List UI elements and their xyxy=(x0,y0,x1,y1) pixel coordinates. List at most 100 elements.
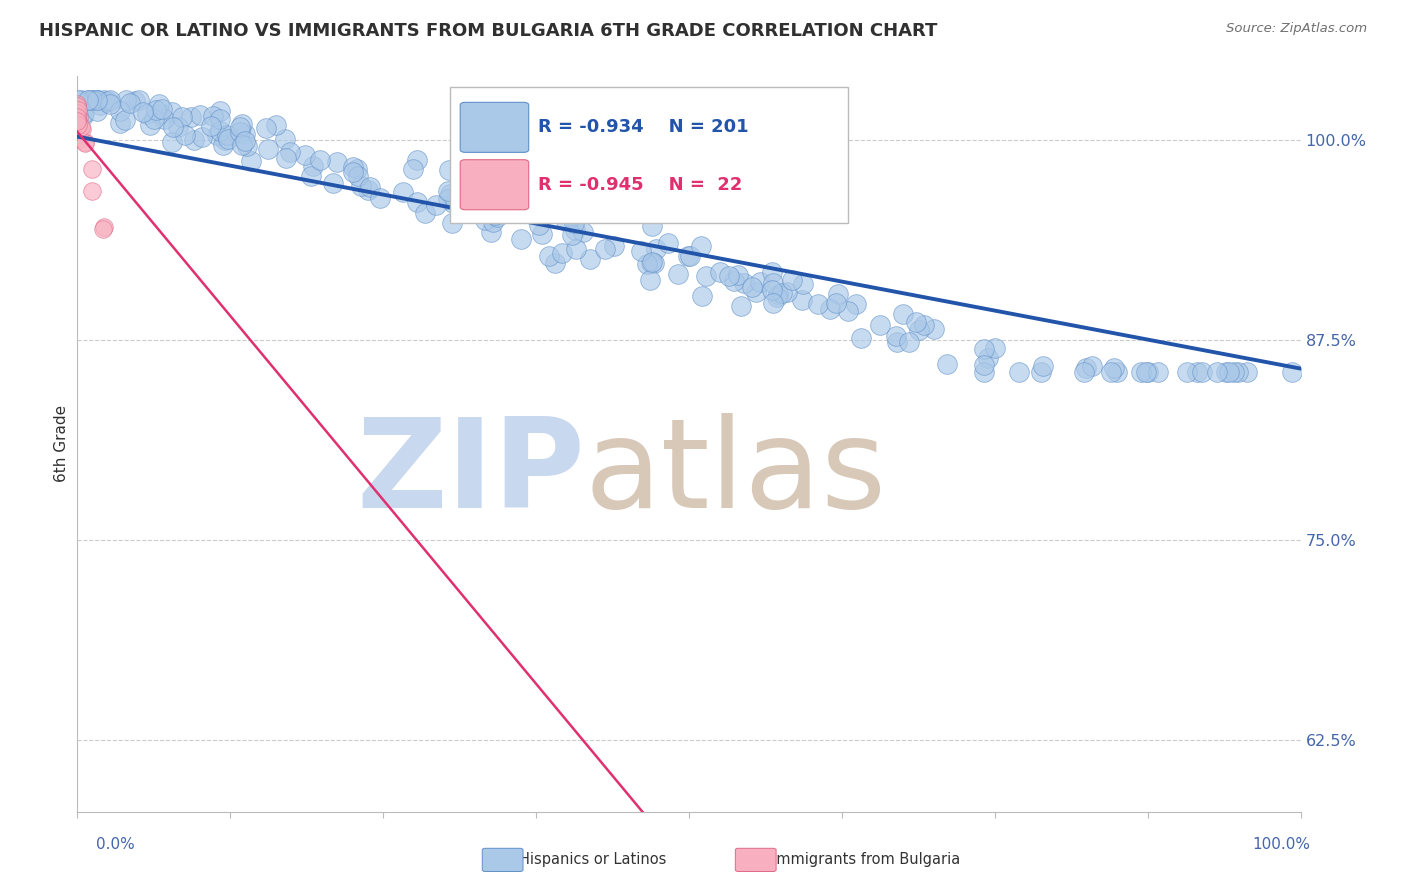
Point xyxy=(180,110,202,124)
Point xyxy=(368,190,391,204)
Point xyxy=(905,315,928,329)
Point xyxy=(70,121,93,136)
Point xyxy=(908,323,931,337)
Point xyxy=(229,120,252,135)
Point xyxy=(217,131,239,145)
Y-axis label: 6th Grade: 6th Grade xyxy=(53,405,69,483)
Point xyxy=(827,286,849,301)
Point xyxy=(80,162,103,177)
Point xyxy=(93,220,115,235)
Text: 0.0%: 0.0% xyxy=(96,838,135,852)
Point xyxy=(405,195,427,210)
Point xyxy=(77,93,100,107)
Point xyxy=(183,133,205,147)
Point xyxy=(973,342,995,356)
Point xyxy=(274,151,297,165)
Point xyxy=(66,120,89,134)
Point xyxy=(564,223,586,237)
Point xyxy=(256,142,278,156)
Point xyxy=(82,93,104,107)
Point xyxy=(153,112,176,126)
Text: HISPANIC OR LATINO VS IMMIGRANTS FROM BULGARIA 6TH GRADE CORRELATION CHART: HISPANIC OR LATINO VS IMMIGRANTS FROM BU… xyxy=(39,22,938,40)
Point xyxy=(66,103,89,118)
Point xyxy=(678,249,700,263)
Point xyxy=(761,283,783,297)
Point xyxy=(87,93,110,107)
Point xyxy=(695,269,717,284)
Point xyxy=(562,216,585,230)
Text: Source: ZipAtlas.com: Source: ZipAtlas.com xyxy=(1226,22,1367,36)
Point xyxy=(522,204,544,219)
Point xyxy=(884,329,907,343)
Point xyxy=(66,93,89,107)
Point xyxy=(1081,359,1104,373)
Point xyxy=(973,365,995,379)
Point xyxy=(148,96,170,111)
Point xyxy=(886,335,908,350)
Point xyxy=(761,265,783,279)
Point xyxy=(437,192,460,206)
Point xyxy=(792,277,814,292)
Point xyxy=(765,290,787,304)
Point xyxy=(167,120,190,135)
Point xyxy=(456,178,478,193)
FancyBboxPatch shape xyxy=(460,160,529,210)
Point xyxy=(67,120,90,134)
Point xyxy=(301,159,323,173)
Point xyxy=(205,128,228,142)
Point xyxy=(578,252,600,267)
Point xyxy=(82,93,104,107)
Point xyxy=(533,203,555,218)
Point xyxy=(208,112,231,127)
Point xyxy=(818,301,841,316)
Point xyxy=(555,213,578,227)
Text: 100.0%: 100.0% xyxy=(1253,838,1310,852)
Point xyxy=(645,243,668,257)
Point xyxy=(1205,365,1227,379)
Point xyxy=(501,200,523,214)
Point xyxy=(240,153,263,168)
Point xyxy=(572,225,595,239)
Point xyxy=(75,136,97,150)
Point xyxy=(1147,365,1170,379)
Point xyxy=(1236,365,1258,379)
FancyBboxPatch shape xyxy=(450,87,848,223)
Point xyxy=(66,96,89,111)
Point xyxy=(973,358,995,372)
Text: Hispanics or Latinos: Hispanics or Latinos xyxy=(519,853,666,867)
Point xyxy=(299,169,322,184)
Point xyxy=(188,108,211,122)
Point xyxy=(346,162,368,177)
Point xyxy=(638,833,661,847)
Point xyxy=(170,110,193,124)
Point xyxy=(162,120,184,134)
Point xyxy=(322,176,344,190)
Point xyxy=(845,296,868,310)
Point xyxy=(439,186,461,201)
Point xyxy=(437,163,460,178)
Point xyxy=(723,275,745,289)
Point xyxy=(86,104,108,119)
Point xyxy=(762,276,785,290)
Point xyxy=(479,225,502,239)
Point xyxy=(1175,365,1198,379)
Point xyxy=(231,117,253,131)
Point xyxy=(233,134,256,148)
Point xyxy=(1185,365,1208,379)
Point xyxy=(824,296,846,310)
Point xyxy=(93,93,115,107)
Point xyxy=(229,124,252,138)
Point xyxy=(505,201,527,215)
Point xyxy=(922,321,945,335)
Point xyxy=(912,318,935,332)
Point xyxy=(1218,365,1240,379)
Point xyxy=(638,273,661,287)
Point xyxy=(278,145,301,159)
Point xyxy=(484,208,506,222)
Point xyxy=(510,232,533,246)
Point xyxy=(150,103,173,117)
Text: R = -0.945    N =  22: R = -0.945 N = 22 xyxy=(538,176,742,194)
Point xyxy=(849,331,872,345)
Point xyxy=(174,128,197,143)
Text: Immigrants from Bulgaria: Immigrants from Bulgaria xyxy=(772,853,960,867)
